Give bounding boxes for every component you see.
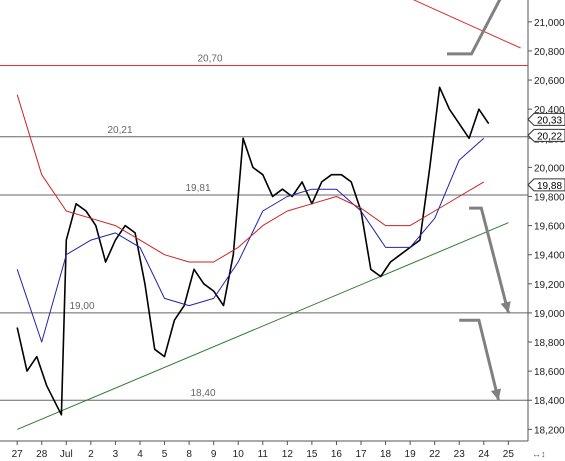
projection-arrowhead [500,301,511,313]
y-tick-label: 20,400 [534,105,565,116]
price-tag-label: 19,88 [537,181,562,192]
y-tick-label: 21,000 [534,18,565,29]
projection-arrows [447,0,511,401]
y-tick-label: 18,600 [534,367,565,378]
series-lines [16,86,490,416]
x-tick-label: 23 [454,449,466,460]
trendline-support-line [17,222,509,430]
scroll-arrows-icon[interactable]: ↔↕ [532,449,546,459]
trendline-resistance-line [412,0,521,49]
projection-arrow [447,0,502,56]
y-tick-label: 18,200 [534,425,565,436]
level-label: 19,00 [69,301,94,312]
x-tick-label: 19 [405,449,417,460]
x-tick-label: 24 [478,449,490,460]
y-tick-label: 20,800 [534,47,565,58]
y-tick-label: 19,600 [534,222,565,233]
price-tag: 20,33 [527,112,565,126]
price-tag: 19,88 [527,178,565,192]
x-tick-label: Jul [60,449,73,460]
price-tag-label: 20,22 [537,131,562,142]
x-tick-label: 25 [503,449,515,460]
level-label: 20,70 [197,53,222,64]
x-tick-label: 4 [137,449,143,460]
x-tick-label: 15 [306,449,318,460]
y-tick-label: 20,600 [534,76,565,87]
projection-arrow [469,206,510,314]
y-tick-label: 18,400 [534,396,565,407]
x-tick-label: 5 [162,449,168,460]
y-tick-label: 19,000 [534,309,565,320]
y-tick-label: 19,400 [534,251,565,262]
x-tick-label: 18 [380,449,392,460]
price-tag-label: 20,33 [537,115,562,126]
x-tick-label: 12 [282,449,294,460]
y-tick-label: 18,800 [534,338,565,349]
x-tick-label: 3 [113,449,119,460]
price-tag: 20,22 [527,128,565,142]
y-tick-label: 19,200 [534,280,565,291]
price-line [16,86,490,416]
x-tick-label: 8 [186,449,192,460]
level-label: 18,40 [190,388,215,399]
x-tick-label: 27 [12,449,24,460]
level-label: 19,81 [185,183,210,194]
x-tick-label: 16 [331,449,343,460]
level-label: 20,21 [107,125,132,136]
moving-average-long-line [16,94,485,263]
level-lines: 20,70 20,21 19,81 19,00 18,40 [0,53,528,401]
y-tick-label: 20,000 [534,163,565,174]
x-tick-label: 9 [211,449,217,460]
trendlines [17,0,521,430]
x-tick-label: 11 [258,449,269,460]
x-tick-label: 10 [233,449,245,460]
x-tick-label: 22 [429,449,441,460]
projection-arrowhead [490,388,501,401]
y-tick-label: 19,800 [534,192,565,203]
x-tick-label: 28 [36,449,48,460]
projection-arrow [459,318,500,401]
x-tick-label: 2 [88,449,94,460]
x-tick-label: 17 [355,449,367,460]
